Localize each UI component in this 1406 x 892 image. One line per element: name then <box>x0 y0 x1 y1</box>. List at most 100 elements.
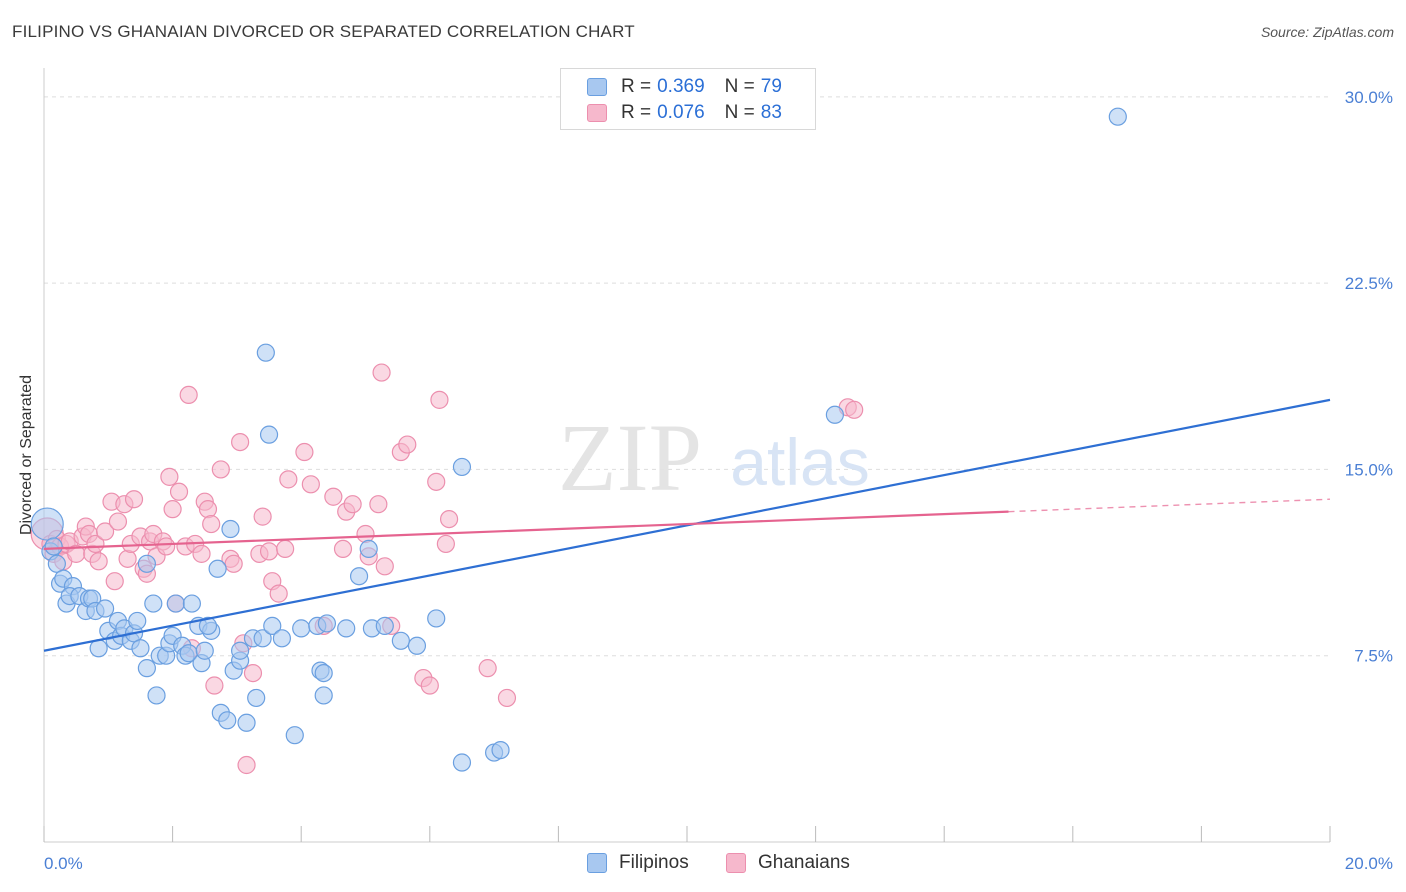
legend-r-value: 0.076 <box>657 102 705 123</box>
filipino-points <box>30 107 1127 772</box>
filipino-point <box>427 609 446 628</box>
ghanaian-point <box>198 500 218 519</box>
filipino-point <box>407 636 427 655</box>
ghanaian-points <box>30 363 864 775</box>
filipino-point <box>221 519 240 539</box>
axes <box>43 68 1331 843</box>
filipino-point <box>452 457 472 477</box>
ghanaian-point <box>243 663 263 683</box>
filipino-point <box>166 594 185 613</box>
source-label: Source: ZipAtlas.com <box>1260 24 1394 40</box>
filipino-swatch <box>587 78 607 96</box>
y-tick-label: 22.5% <box>1345 274 1393 293</box>
filipino-point <box>208 559 227 578</box>
ghanaian-point <box>845 400 864 419</box>
filipino-point <box>44 537 63 556</box>
filipino-point <box>391 631 410 650</box>
ghanaian-point <box>301 475 320 494</box>
legend-n-value: 83 <box>760 102 782 123</box>
watermark: ZIP atlas <box>558 404 870 511</box>
y-tick-label: 15.0% <box>1345 460 1393 479</box>
filipino-point <box>272 629 292 648</box>
filipino-point <box>237 713 256 732</box>
filipino-point <box>359 539 378 559</box>
filipino-point <box>1108 107 1127 126</box>
chart-title: FILIPINO VS GHANAIAN DIVORCED OR SEPARAT… <box>12 22 635 41</box>
ghanaian-point <box>118 549 137 568</box>
ghanaian-point <box>202 514 221 534</box>
filipino-point <box>263 616 282 636</box>
filipino-point <box>285 726 304 745</box>
filipino-point <box>452 753 472 772</box>
filipino-point <box>825 405 844 424</box>
ghanaian-point <box>398 435 417 454</box>
ghanaian-swatch <box>587 104 607 122</box>
ghanaian-point <box>430 390 449 409</box>
filipino-point <box>247 688 266 708</box>
filipino-point <box>491 740 510 760</box>
legend-row-ghanaian: R = 0.076 N = 83 <box>587 101 782 125</box>
ghanaian-point <box>427 472 446 491</box>
ghanaian-point <box>375 557 394 576</box>
legend-r-label: R = <box>621 102 652 123</box>
ghanaian-point <box>157 537 176 556</box>
trendline-ghanaians <box>43 510 1009 551</box>
filipino-point <box>253 629 272 648</box>
legend-n-value: 79 <box>760 76 782 97</box>
ghanaian-point <box>279 470 298 489</box>
ghanaian-point <box>108 512 128 531</box>
legend-item-filipinos[interactable]: Filipinos <box>587 852 689 874</box>
ghanaian-point <box>231 432 250 452</box>
ghanaian-point <box>86 534 105 554</box>
x-tick-label: 0.0% <box>44 854 83 873</box>
filipino-point <box>195 641 214 660</box>
filipino-point <box>137 554 156 573</box>
trendline-filipinos <box>43 398 1331 652</box>
filipino-point <box>375 616 394 636</box>
filipino-point <box>349 567 369 586</box>
legend-row-filipino: R = 0.369 N = 79 <box>587 75 782 99</box>
filipino-point <box>30 507 64 541</box>
filipino-point <box>95 599 115 618</box>
ghanaian-point <box>211 460 230 479</box>
filipino-point <box>131 639 150 658</box>
ghanaian-point <box>179 385 198 405</box>
ghanaian-point <box>276 539 295 559</box>
filipino-point <box>144 594 163 613</box>
ghanaian-point <box>343 495 362 514</box>
filipino-point <box>182 594 201 613</box>
ghanaian-point <box>420 676 439 695</box>
filipino-point <box>292 619 311 638</box>
legend-item-ghanaians[interactable]: Ghanaians <box>726 852 850 874</box>
ghanaian-point <box>192 544 211 563</box>
legend-r-value: 0.369 <box>657 76 705 97</box>
ghanaian-point <box>105 572 124 591</box>
x-tick-label: 20.0% <box>1345 854 1393 873</box>
y-tick-label: 30.0% <box>1345 88 1393 107</box>
filipino-point <box>259 425 279 444</box>
watermark-atlas: atlas <box>730 425 869 499</box>
filipino-point <box>147 686 166 705</box>
filipino-point <box>128 611 147 631</box>
ghanaian-point <box>269 584 288 603</box>
filipino-swatch <box>587 853 607 873</box>
ghanaian-point <box>439 509 459 529</box>
ghanaian-point <box>436 534 455 554</box>
legend-n-label: N = <box>724 76 755 97</box>
ghanaian-point <box>497 688 517 708</box>
trendline-ghanaians-extension <box>1008 498 1331 513</box>
ghanaian-point <box>253 507 272 526</box>
tick-labels: 7.5% 15.0% 22.5% 30.0% 0.0% 20.0% <box>44 88 1393 873</box>
filipino-point <box>314 663 333 683</box>
ghanaian-point <box>95 522 115 541</box>
ghanaian-point <box>369 495 388 514</box>
y-tick-label: 7.5% <box>1354 647 1393 666</box>
legend-n-label: N = <box>724 102 755 123</box>
filipino-point <box>337 619 356 638</box>
ghanaian-point <box>160 467 179 486</box>
filipino-point <box>137 659 156 678</box>
ghanaian-point <box>324 487 343 506</box>
ghanaian-swatch <box>726 853 746 873</box>
ghanaian-point <box>124 490 144 509</box>
